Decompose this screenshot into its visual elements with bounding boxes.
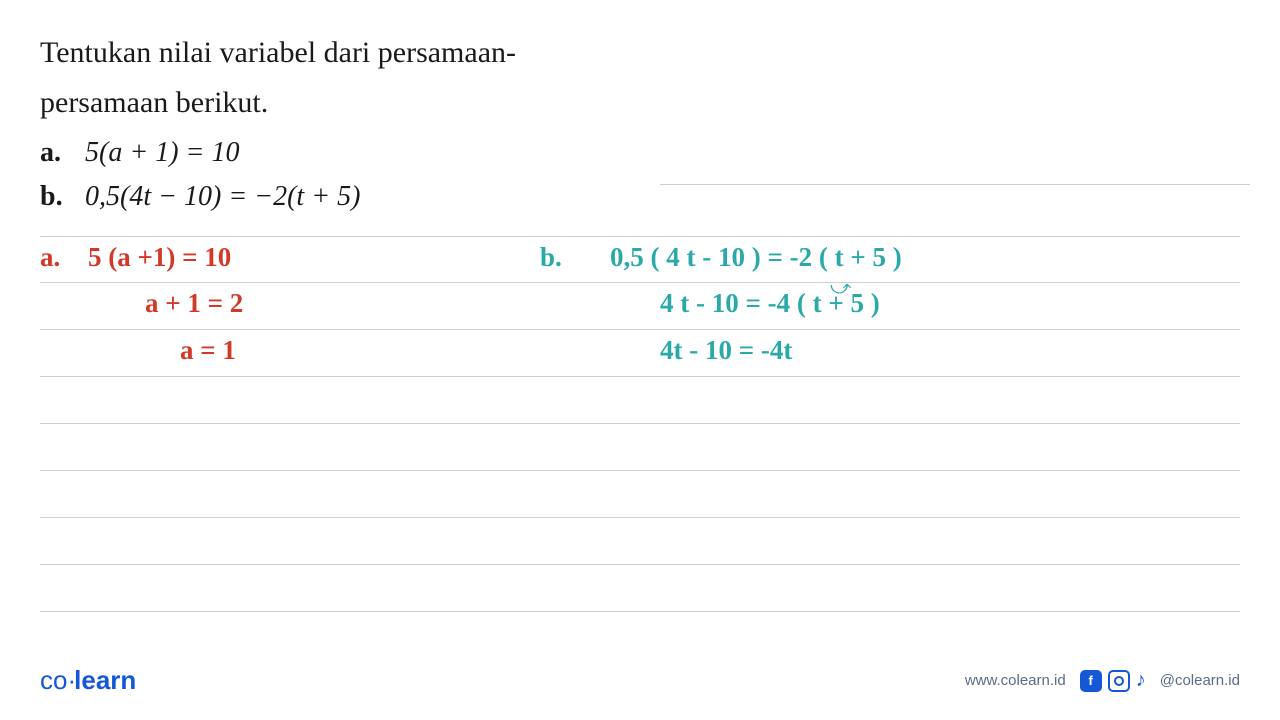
question-line-2: persamaan berikut. [40, 82, 1240, 124]
work-a-line3: a = 1 [180, 335, 236, 366]
work-b-line3: 4t - 10 = -4t [660, 335, 792, 366]
work-b-label: b. [540, 242, 562, 273]
problem-b: b. 0,5(4t − 10) = −2(t + 5) [40, 176, 1240, 218]
facebook-icon: f [1080, 670, 1102, 692]
ruled-line-7 [40, 518, 1240, 565]
website-url: www.colearn.id [965, 672, 1066, 689]
problem-b-equation: 0,5(4t − 10) = −2(t + 5) [85, 181, 360, 212]
logo-learn: learn [74, 665, 136, 695]
ruled-line-1: a. 5 (a +1) = 10 b. 0,5 ( 4 t - 10 ) = -… [40, 236, 1240, 283]
logo: co·learn [40, 665, 136, 696]
ruled-lines: a. 5 (a +1) = 10 b. 0,5 ( 4 t - 10 ) = -… [40, 236, 1240, 612]
social-handle: @colearn.id [1160, 672, 1240, 689]
ruled-line-5 [40, 424, 1240, 471]
problem-b-label: b. [40, 176, 78, 218]
question-line-1: Tentukan nilai variabel dari persamaan- [40, 32, 1240, 74]
work-a-line2: a + 1 = 2 [145, 288, 243, 319]
logo-co: co [40, 665, 67, 695]
ruled-line-8 [40, 565, 1240, 612]
work-b-line1: 0,5 ( 4 t - 10 ) = -2 ( t + 5 ) [610, 242, 902, 273]
instagram-icon [1108, 670, 1130, 692]
problem-a-equation: 5(a + 1) = 10 [85, 137, 239, 168]
ruled-line-3: a = 1 4t - 10 = -4t [40, 330, 1240, 377]
ruled-line-6 [40, 471, 1240, 518]
problem-a: a. 5(a + 1) = 10 [40, 132, 1240, 174]
ruled-line-2: a + 1 = 2 4 t - 10 = -4 ( t + 5 ) ⤻ [40, 283, 1240, 330]
short-rule-top [660, 184, 1250, 185]
work-a-label: a. [40, 242, 60, 273]
tiktok-icon: ♪ [1136, 669, 1146, 692]
arrow-annotation: ⤻ [830, 277, 851, 300]
footer-right: www.colearn.id f ♪ @colearn.id [965, 669, 1240, 692]
social-icons: f ♪ [1080, 669, 1146, 692]
footer: co·learn www.colearn.id f ♪ @colearn.id [40, 665, 1240, 696]
ruled-line-4 [40, 377, 1240, 424]
problem-a-label: a. [40, 132, 78, 174]
work-a-line1: 5 (a +1) = 10 [88, 242, 231, 273]
